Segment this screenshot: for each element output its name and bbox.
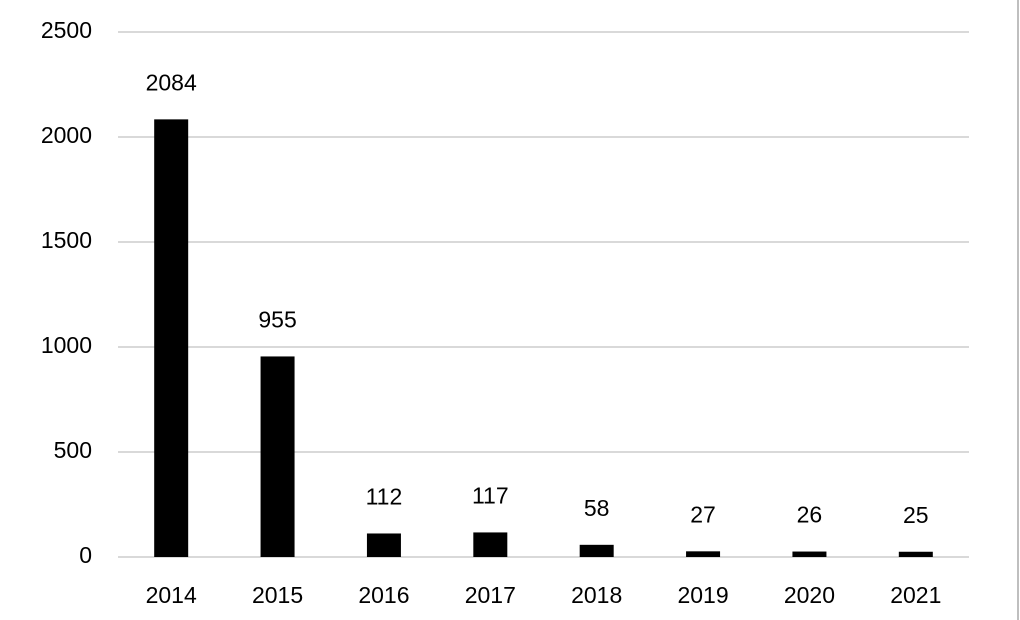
bar [473, 532, 508, 557]
data-label: 112 [366, 484, 403, 510]
y-tick-label: 0 [79, 542, 92, 568]
bar [260, 356, 295, 557]
x-tick-label: 2018 [571, 582, 622, 608]
data-label: 27 [690, 501, 716, 527]
data-label: 25 [903, 502, 929, 528]
y-tick-label: 2000 [41, 122, 92, 148]
bar [154, 119, 189, 558]
y-tick-label: 500 [54, 437, 92, 463]
data-label: 58 [584, 495, 610, 521]
bar [792, 551, 827, 557]
x-tick-label: 2015 [252, 582, 303, 608]
bar [579, 544, 614, 557]
y-tick-label: 1000 [41, 332, 92, 358]
y-tick-label: 1500 [41, 227, 92, 253]
data-label: 26 [797, 502, 823, 528]
data-label: 117 [472, 483, 509, 509]
x-tick-label: 2019 [677, 582, 728, 608]
data-label: 2084 [146, 69, 197, 95]
bar [898, 551, 933, 557]
x-tick-label: 2017 [465, 582, 516, 608]
x-tick-label: 2016 [358, 582, 409, 608]
y-tick-label: 2500 [41, 17, 92, 43]
x-tick-label: 2021 [890, 582, 941, 608]
x-tick-label: 2014 [146, 582, 197, 608]
bar [686, 551, 721, 557]
data-label: 955 [258, 307, 296, 333]
bar [366, 533, 401, 557]
x-tick-label: 2020 [784, 582, 835, 608]
